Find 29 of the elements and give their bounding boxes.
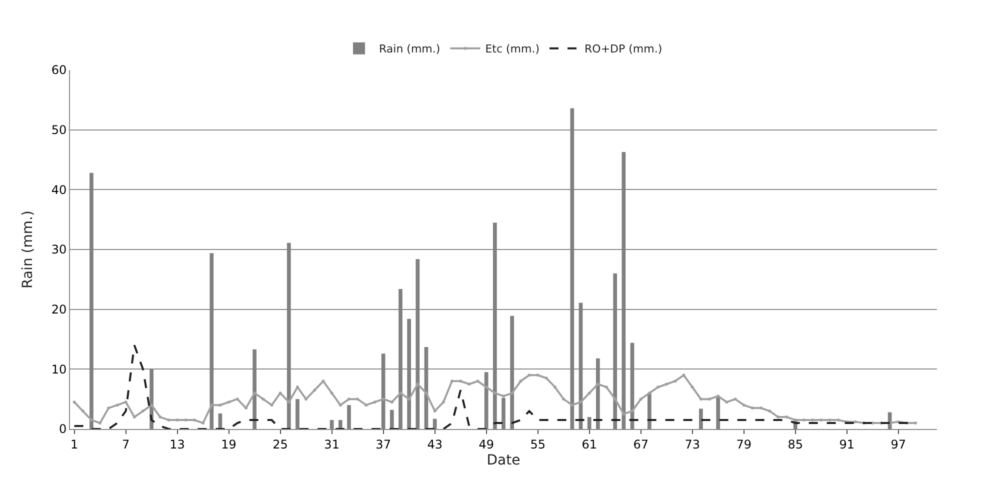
x-tick-label: 97 — [890, 437, 906, 452]
y-axis-title: Rain (mm.) — [20, 210, 36, 288]
x-tick-label: 85 — [788, 437, 803, 452]
x-tick-label: 13 — [170, 437, 185, 452]
y-tick-label: 0 — [58, 422, 67, 436]
y-tick-label: 30 — [51, 242, 67, 257]
x-tick-label: 55 — [530, 437, 546, 452]
y-tick-label: 60 — [51, 63, 67, 78]
x-tick-label: 79 — [736, 437, 752, 452]
x-tick-label: 7 — [122, 437, 130, 452]
x-tick-label: 43 — [427, 437, 442, 452]
y-tick-label: 10 — [51, 362, 67, 376]
x-tick-label: 91 — [839, 437, 855, 452]
legend-label: RO+DP (mm.) — [584, 42, 662, 56]
legend-label: Etc (mm.) — [485, 42, 540, 56]
x-tick-label: 67 — [633, 437, 648, 452]
x-tick-label: 25 — [272, 437, 288, 452]
x-tick-label: 37 — [376, 437, 391, 452]
y-tick-label: 40 — [51, 182, 67, 197]
x-tick-label: 1 — [70, 437, 78, 452]
legend-label: Rain (mm.) — [379, 42, 440, 56]
y-tick-label: 20 — [51, 302, 67, 317]
y-tick-label: 50 — [51, 123, 67, 138]
x-axis-title: Date — [486, 452, 520, 469]
x-tick-label: 31 — [324, 437, 340, 452]
x-tick-label: 19 — [221, 437, 236, 452]
x-tick-label: 49 — [478, 437, 494, 452]
x-tick-label: 61 — [582, 437, 597, 452]
x-tick-label: 73 — [684, 437, 700, 452]
